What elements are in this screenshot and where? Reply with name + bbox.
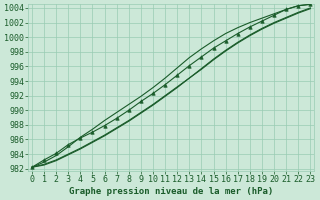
X-axis label: Graphe pression niveau de la mer (hPa): Graphe pression niveau de la mer (hPa)	[69, 187, 273, 196]
